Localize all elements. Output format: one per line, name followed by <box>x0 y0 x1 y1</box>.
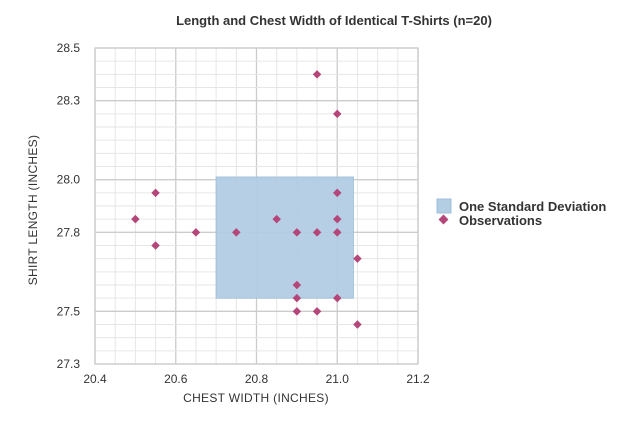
y-tick-labels: 27.3 27.5 27.8 28.0 28.3 28.5 <box>57 41 81 371</box>
y-tick-label: 28.5 <box>57 41 81 55</box>
observation-point <box>292 293 302 303</box>
legend-swatch-observations <box>438 214 449 225</box>
plot-border <box>94 47 419 365</box>
observation-point <box>191 228 201 237</box>
observation-point <box>151 241 160 250</box>
observation-point <box>333 188 342 198</box>
x-tick-label: 21.2 <box>406 372 430 386</box>
y-tick-label: 27.5 <box>57 304 81 318</box>
legend: One Standard Deviation Observations <box>436 198 606 228</box>
std-region-layer <box>215 176 354 299</box>
chart-title: Length and Chest Width of Identical T-Sh… <box>176 13 492 28</box>
legend-label-std: One Standard Deviation <box>459 199 606 214</box>
observation-point <box>292 307 302 316</box>
std-deviation-region <box>215 176 354 299</box>
y-tick-label: 28.3 <box>57 94 81 108</box>
observation-point <box>292 280 302 290</box>
x-axis-label: CHEST WIDTH (INCHES) <box>183 391 329 405</box>
observation-point <box>333 293 342 303</box>
x-tick-label: 20.8 <box>245 372 269 386</box>
y-tick-label: 27.8 <box>57 225 81 239</box>
legend-label-observations: Observations <box>459 213 542 228</box>
observation-point <box>333 228 342 237</box>
observation-point <box>333 109 342 119</box>
observation-point <box>312 70 322 79</box>
x-tick-labels: 20.4 20.6 20.8 21.0 21.2 <box>83 372 430 386</box>
observation-point <box>232 228 241 237</box>
y-tick-label: 28.0 <box>57 173 81 187</box>
observation-point <box>292 228 302 237</box>
legend-swatch-std <box>436 198 452 214</box>
observation-point <box>272 214 281 224</box>
observation-point <box>151 188 160 198</box>
observation-points <box>131 70 362 329</box>
x-tick-label: 21.0 <box>326 372 350 386</box>
observation-point <box>353 320 362 329</box>
x-tick-label: 20.6 <box>164 372 188 386</box>
observation-point <box>333 214 342 224</box>
observation-point <box>312 307 322 316</box>
observation-point <box>131 214 140 224</box>
observation-point <box>312 228 322 237</box>
observation-point <box>353 254 362 263</box>
y-tick-label: 27.3 <box>57 357 81 371</box>
x-tick-label: 20.4 <box>83 372 107 386</box>
y-axis-label: SHIRT LENGTH (INCHES) <box>26 135 40 286</box>
